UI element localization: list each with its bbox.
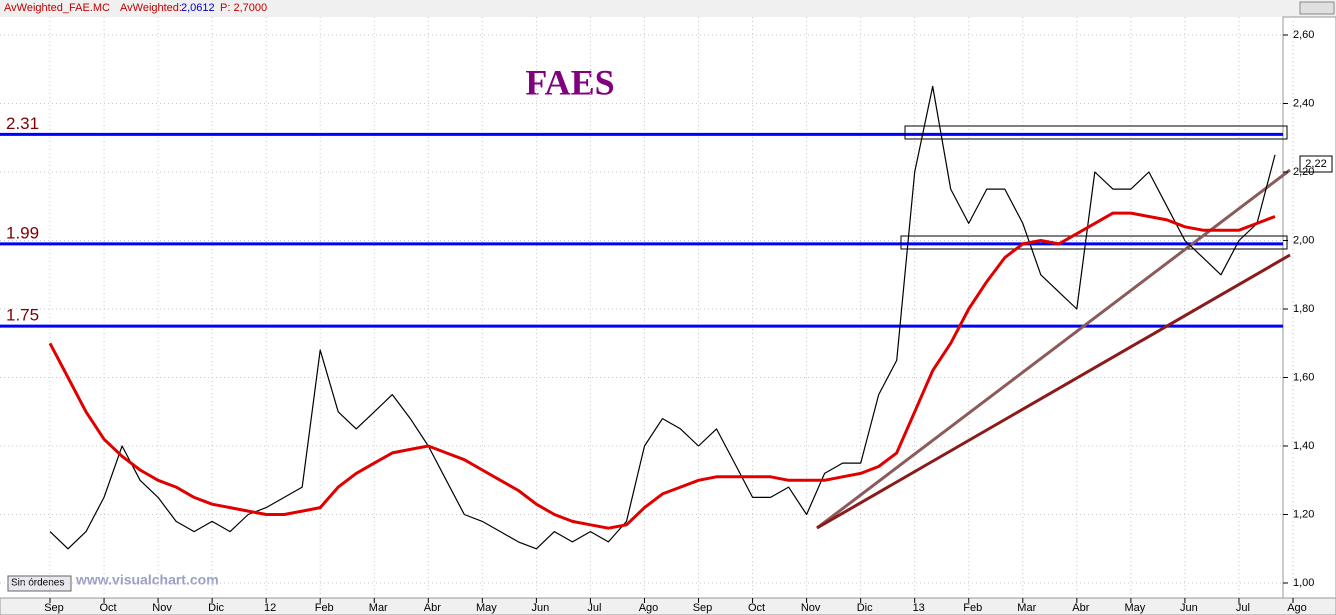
- x-tick-label: Oct: [748, 602, 765, 614]
- last-price: 2,22: [1305, 158, 1326, 170]
- window-buttons[interactable]: [1299, 1, 1335, 15]
- range-box: [900, 235, 1288, 250]
- y-tick-label: 2,60: [1293, 29, 1314, 41]
- y-tick-label: 1,40: [1293, 440, 1314, 452]
- x-tick-label: Abr: [424, 602, 441, 614]
- y-tick-label: 2,20: [1293, 166, 1314, 178]
- x-tick-label: Dic: [208, 602, 224, 614]
- x-tick-label: Feb: [315, 602, 334, 614]
- y-tick-label: 1,60: [1293, 371, 1314, 383]
- last-price-box: [1299, 155, 1333, 173]
- x-tick-label: Nov: [801, 602, 821, 614]
- x-tick-label: Abr: [1072, 602, 1089, 614]
- x-tick-label: Mar: [369, 602, 388, 614]
- x-tick-label: Ago: [639, 602, 659, 614]
- top-bar: [0, 0, 1336, 17]
- level-label: 1.75: [6, 306, 39, 325]
- x-tick-label: Oct: [99, 602, 116, 614]
- x-tick-label: 13: [913, 602, 925, 614]
- y-tick-label: 2,40: [1293, 97, 1314, 109]
- x-tick-label: Feb: [963, 602, 982, 614]
- status[interactable]: Sin órdenes: [11, 578, 64, 589]
- x-tick-label: Jul: [587, 602, 601, 614]
- x-tick-label: Jul: [1236, 602, 1250, 614]
- x-tick-label: May: [476, 602, 497, 614]
- x-tick-label: 12: [264, 602, 276, 614]
- average-line: [48, 211, 1276, 530]
- y-tick-label: 2,00: [1293, 234, 1314, 246]
- y-tick-label: 1,20: [1293, 508, 1314, 520]
- y-tick-label: 1,80: [1293, 303, 1314, 315]
- x-tick-label: Jun: [532, 602, 550, 614]
- x-tick-label: Nov: [152, 602, 172, 614]
- price: P: 2,7000: [220, 2, 267, 14]
- y-tick-label: 1,00: [1293, 577, 1314, 589]
- symbol: AvWeighted_FAE.MC: [4, 2, 110, 14]
- indicator: AvWeighted:: [120, 2, 182, 14]
- chart-title: FAES: [525, 62, 614, 102]
- x-tick-label: Sep: [44, 602, 64, 614]
- range-box: [904, 125, 1288, 140]
- level-label: 2.31: [6, 114, 39, 133]
- x-tick-label: Mar: [1017, 602, 1036, 614]
- y-axis-panel: [1282, 16, 1336, 599]
- x-tick-label: Sep: [693, 602, 713, 614]
- x-tick-label: Jun: [1180, 602, 1198, 614]
- site: www.visualchart.com: [75, 572, 219, 588]
- x-tick-label: Dic: [857, 602, 873, 614]
- indicator-value: 2,0612: [181, 2, 215, 14]
- x-axis-panel: [0, 597, 1336, 615]
- trend-line: [816, 253, 1291, 530]
- x-tick-label: Ago: [1287, 602, 1307, 614]
- x-tick-label: May: [1124, 602, 1145, 614]
- level-label: 1.99: [6, 223, 39, 242]
